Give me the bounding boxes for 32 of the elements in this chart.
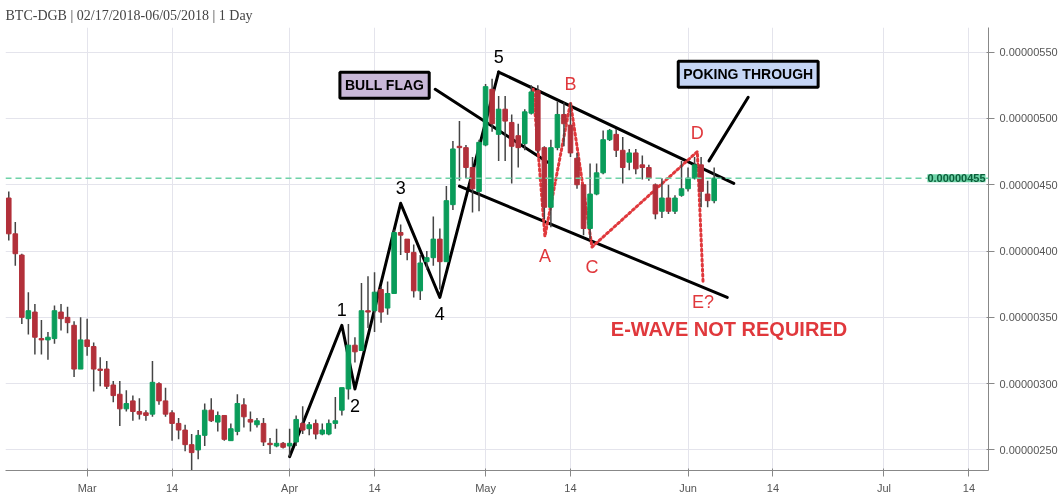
y-tick-label: 0.00000250	[999, 443, 1058, 456]
y-tick-label: 0.00000550	[999, 46, 1058, 59]
x-tick-label: Apr	[281, 481, 299, 494]
y-tick-label: 0.00000450	[999, 178, 1058, 191]
y-tick-label: 0.00000350	[999, 311, 1058, 324]
x-tick-label: 14	[368, 481, 381, 494]
x-tick-label: Jul	[876, 481, 892, 494]
annotation: 5	[493, 47, 504, 68]
x-tick-label: Jun	[679, 481, 697, 494]
annotation: 3	[395, 178, 406, 199]
annotation: 1	[336, 300, 347, 321]
x-tick-label: 14	[962, 481, 976, 494]
ref-line-label: 0.00000455	[927, 172, 986, 185]
annotation: B	[564, 73, 577, 94]
y-tick-label: 0.00000500	[999, 112, 1058, 125]
annotation: 2	[349, 395, 360, 416]
annotation: E-WAVE NOT REQUIRED	[610, 318, 848, 341]
x-tick-label: 14	[165, 481, 179, 494]
x-tick-label: May	[475, 481, 497, 494]
annotation: E?	[692, 291, 715, 312]
annotation: C	[585, 257, 599, 278]
y-tick-label: 0.00000400	[999, 245, 1058, 258]
x-tick-label: 14	[766, 481, 780, 494]
annotation: BULL FLAG	[344, 77, 425, 94]
annotation: D	[690, 122, 704, 143]
annotation: 4	[434, 304, 445, 325]
x-tick-label: 14	[564, 481, 577, 494]
annotation: A	[538, 246, 551, 267]
chart-title: BTC-DGB | 02/17/2018-06/05/2018 | 1 Day	[5, 7, 253, 23]
annotation: POKING THROUGH	[683, 66, 814, 83]
y-tick-label: 0.00000300	[999, 377, 1058, 390]
x-tick-label: Mar	[77, 481, 97, 494]
